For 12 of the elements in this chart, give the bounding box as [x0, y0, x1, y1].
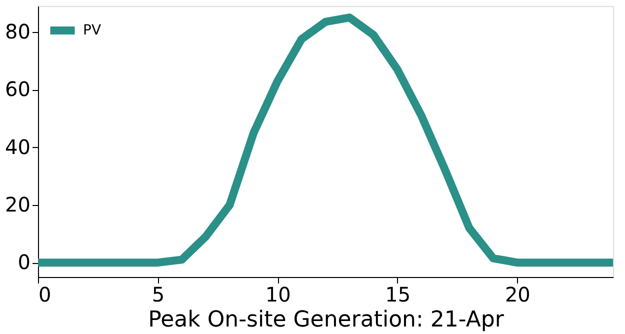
x-tick-label: 5: [152, 282, 165, 306]
x-tick-label: 0: [38, 282, 52, 306]
y-tick-label: 0: [18, 250, 30, 274]
y-tick-label: 40: [5, 134, 30, 159]
x-tick-label: 15: [385, 282, 411, 306]
x-axis-title: Peak On-site Generation: 21-Apr: [148, 308, 505, 332]
y-tick-label: 80: [5, 19, 30, 44]
y-tick-label: 20: [5, 192, 30, 216]
legend-label: PV: [83, 22, 102, 38]
y-tick-label: 60: [5, 77, 30, 102]
x-tick-label: 20: [504, 282, 530, 306]
x-tick-label: 10: [265, 282, 291, 306]
